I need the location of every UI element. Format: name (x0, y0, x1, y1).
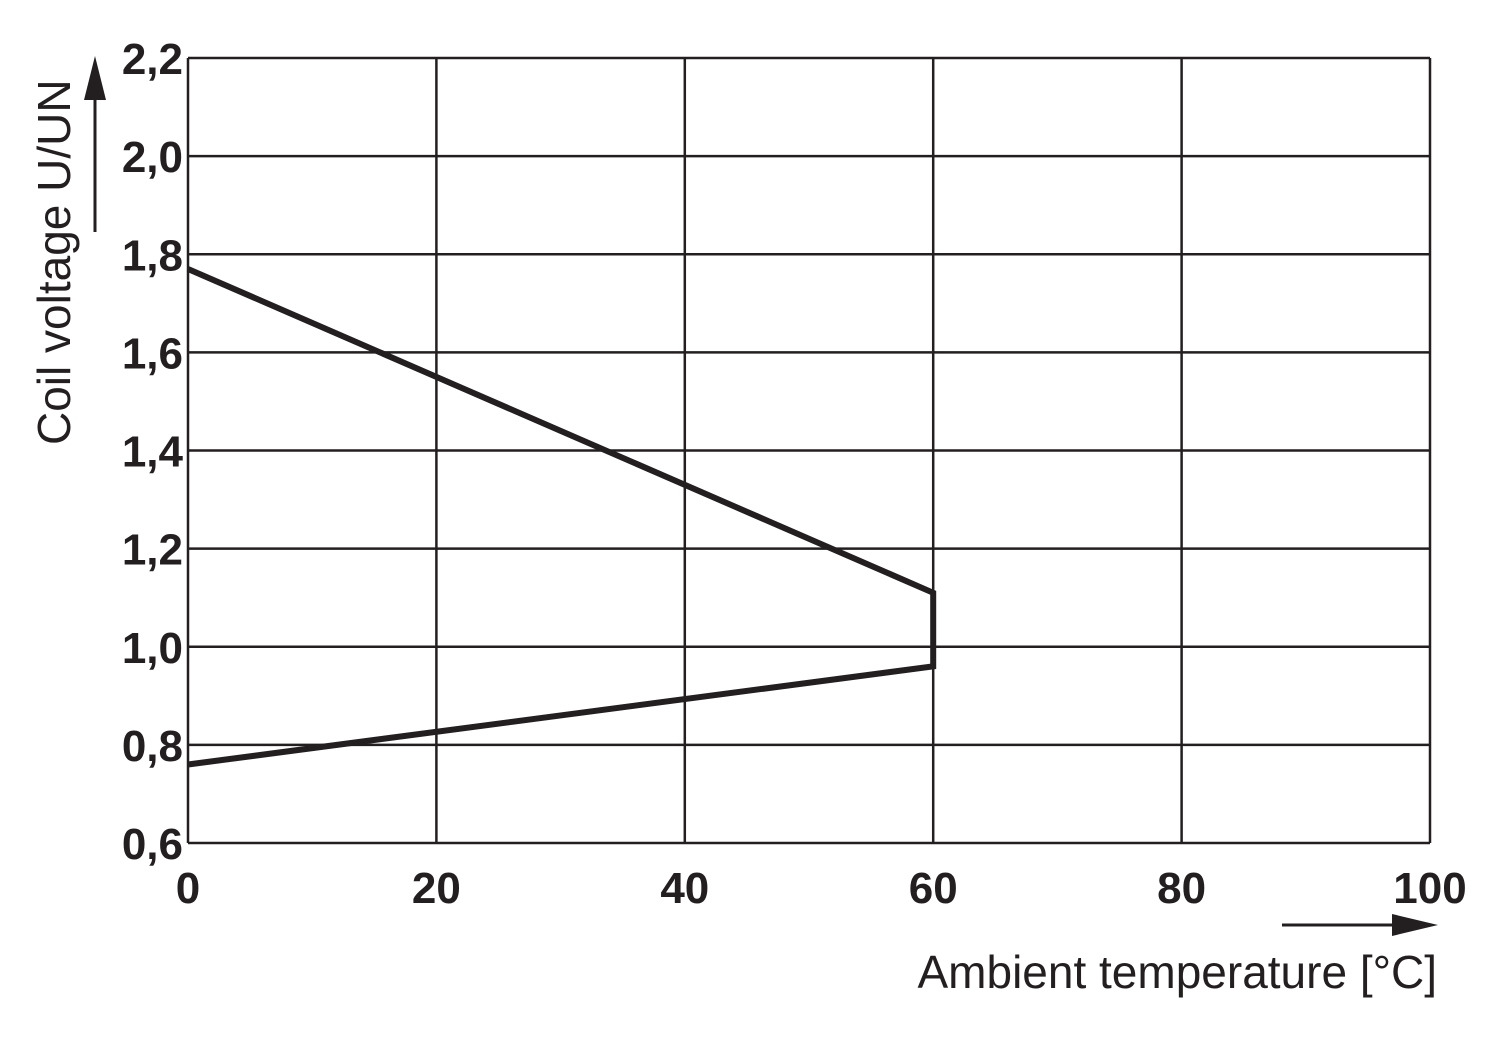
x-tick-label: 20 (412, 864, 461, 913)
x-tick-label: 0 (176, 864, 200, 913)
x-tick-label: 40 (660, 864, 709, 913)
y-tick-label: 1,4 (122, 428, 184, 477)
x-tick-label: 60 (909, 864, 958, 913)
y-tick-label: 0,8 (122, 722, 183, 771)
y-tick-label: 1,0 (122, 624, 183, 673)
x-tick-label: 80 (1157, 864, 1206, 913)
y-tick-label: 1,8 (122, 231, 183, 280)
y-axis-title: Coil voltage U/UN (28, 79, 80, 445)
series-layer (186, 266, 937, 768)
x-axis-title: Ambient temperature [°C] (918, 946, 1438, 998)
series-line-0 (186, 266, 937, 768)
y-tick-label: 2,2 (122, 35, 183, 84)
y-tick-label: 1,6 (122, 329, 183, 378)
y-tick-labels: 0,6 0,8 1,0 1,2 1,4 1,6 1,8 2,0 2,2 (122, 35, 184, 869)
y-tick-label: 1,2 (122, 526, 183, 575)
y-tick-label: 0,6 (122, 820, 183, 869)
x-tick-label: 100 (1393, 864, 1466, 913)
x-tick-labels: 0 20 40 60 80 100 (176, 864, 1467, 913)
x-axis-arrow-head (1392, 914, 1438, 936)
y-axis-arrow-head (84, 56, 106, 100)
grid (186, 56, 1432, 845)
y-tick-label: 2,0 (122, 133, 183, 182)
